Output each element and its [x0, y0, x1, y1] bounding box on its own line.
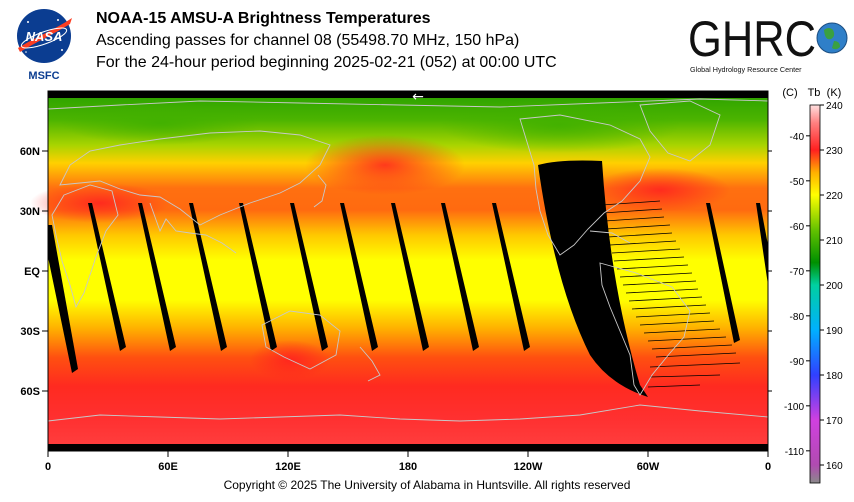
ghrc-wordmark: GHRC	[688, 11, 816, 67]
ghrc-logo: GHRC Global Hydrology Resource Center	[686, 6, 852, 78]
lon-label: 0	[765, 461, 771, 473]
longitude-axis: 0 60E 120E 180 120W 60W 0	[45, 451, 771, 473]
celsius-ticks: -40 -50 -60 -70 -80 -90 -100 -110	[784, 132, 810, 458]
latitude-axis: 60N 30N EQ 30S 60S	[20, 146, 772, 398]
globe-icon	[816, 22, 848, 54]
colorbar-scale	[809, 104, 821, 484]
celsius-label: -40	[790, 132, 805, 143]
kelvin-label: 210	[826, 236, 843, 247]
lon-label: 0	[45, 461, 51, 473]
temperature-colorbar: (C) Tb (K) 240 230 220 210 200 190 180 170 160 -…	[782, 87, 843, 484]
lat-label: 30S	[20, 326, 40, 338]
kelvin-label: 240	[826, 101, 843, 112]
lon-label: 120W	[514, 461, 543, 473]
celsius-label: -50	[790, 177, 805, 188]
celsius-label: -110	[785, 447, 805, 458]
period-subtitle: For the 24-hour period beginning 2025-02…	[96, 54, 557, 71]
lon-label: 120E	[275, 461, 301, 473]
kelvin-label: 160	[826, 461, 843, 472]
nasa-logo: NASA MSFC	[14, 8, 74, 83]
celsius-label: -80	[790, 312, 805, 323]
colorbar-header-celsius: (C)	[782, 87, 797, 99]
lat-label: 60N	[20, 146, 40, 158]
celsius-label: -90	[790, 357, 805, 368]
lat-label: 30N	[20, 206, 40, 218]
brightness-temperature-map: ← 60N 30N EQ 30S 60S 0 60E 120E 180 120W 60W 0	[20, 89, 772, 473]
page-title: NOAA-15 AMSU-A Brightness Temperatures	[96, 10, 431, 27]
partial-scan-lines	[601, 200, 741, 388]
lon-label: 60E	[158, 461, 178, 473]
ghrc-caption: Global Hydrology Resource Center	[690, 65, 802, 74]
celsius-label: -60	[790, 222, 805, 233]
kelvin-label: 200	[826, 281, 843, 292]
kelvin-label: 190	[826, 326, 843, 337]
coastlines	[47, 98, 769, 422]
copyright-footer: Copyright © 2025 The University of Alaba…	[223, 478, 631, 492]
kelvin-label: 230	[826, 146, 843, 157]
msfc-caption: MSFC	[28, 70, 59, 82]
kelvin-label: 180	[826, 371, 843, 382]
kelvin-ticks: 240 230 220 210 200 190 180 170 160	[820, 101, 843, 472]
kelvin-label: 170	[826, 416, 843, 427]
orbit-direction-arrow-icon: ←	[412, 89, 424, 105]
orbit-gaps	[48, 160, 768, 397]
nasa-wordmark: NASA	[26, 29, 63, 44]
colorbar-header-kelvin: (K)	[827, 87, 842, 99]
lon-label: 60W	[637, 461, 660, 473]
lon-label: 180	[399, 461, 417, 473]
map-plot-area	[30, 91, 769, 451]
title-block: NOAA-15 AMSU-A Brightness Temperatures A…	[96, 8, 557, 74]
celsius-label: -70	[790, 267, 805, 278]
kelvin-label: 220	[826, 191, 843, 202]
colorbar-header-tb: Tb	[808, 87, 821, 99]
lat-label: 60S	[20, 386, 40, 398]
celsius-label: -100	[784, 402, 804, 413]
lat-label: EQ	[24, 266, 40, 278]
channel-subtitle: Ascending passes for channel 08 (55498.7…	[96, 32, 520, 49]
